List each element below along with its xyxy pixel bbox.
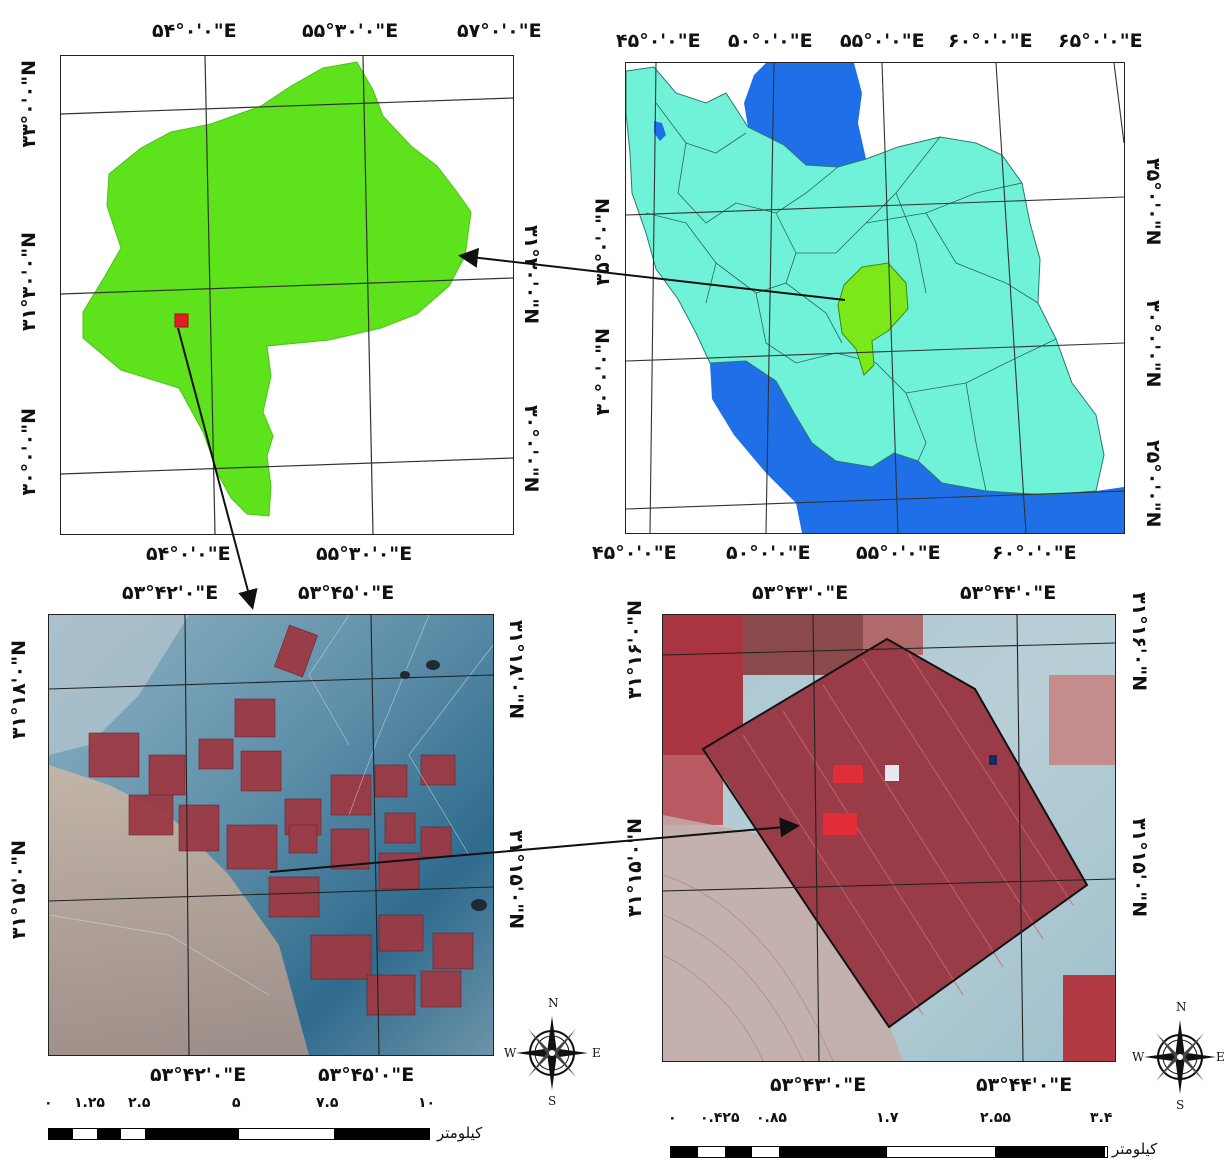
yazd-top-label-1: ۵۴°۰'۰"E	[152, 20, 237, 42]
wide-scale-3: ۵	[232, 1095, 241, 1111]
compass-rose-zoom: N S W E	[1128, 1000, 1225, 1114]
compass-s-zoom: S	[1176, 1098, 1185, 1112]
wide-scale-5: ۱۰	[418, 1095, 436, 1111]
compass-w-wide: W	[504, 1046, 517, 1060]
iran-map-panel	[625, 62, 1125, 534]
yazd-left-label-2: ۳۱°۳۰'۰"N	[18, 232, 40, 332]
sat-wide-left-label-1: ۳۱°۱۸'۰"N	[8, 640, 30, 740]
scale-bar-wide	[48, 1128, 430, 1140]
sat-zoom-bottom-label-2: ۵۳°۴۴'۰"E	[976, 1074, 1073, 1096]
sat-zoom-right-label-2: ۳۱°۱۵'۰"N	[1128, 818, 1150, 918]
zoom-scale-0: ۰	[668, 1110, 677, 1126]
sat-zoom-top-label-2: ۵۳°۴۴'۰"E	[960, 582, 1057, 604]
compass-w-zoom: W	[1132, 1050, 1145, 1064]
iran-bottom-label-3: ۵۵°۰'۰"E	[856, 542, 941, 564]
sat-wide-bottom-label-1: ۵۳°۴۲'۰"E	[150, 1064, 247, 1086]
yazd-right-label-2: ۳۰°۰'۰"N	[520, 405, 542, 493]
wide-scale-2: ۲.۵	[128, 1095, 151, 1111]
yazd-highlight	[837, 262, 909, 376]
sat-zoom-left-label-2: ۳۱°۱۵'۰"N	[624, 818, 646, 918]
persian-gulf	[710, 361, 1124, 533]
iran-right-label-3: ۲۵°۰'۰"N	[1142, 440, 1164, 528]
sat-wide-left-label-2: ۳۱°۱۵'۰"N	[8, 840, 30, 940]
wide-scale-0: ۰	[44, 1095, 53, 1111]
sat-wide-right-label-2: ۳۱°۱۵'۰"N	[505, 830, 527, 930]
sat-wide-top-label-2: ۵۳°۴۵'۰"E	[298, 582, 395, 604]
compass-e-zoom: E	[1216, 1050, 1225, 1064]
lake-urmia	[654, 121, 666, 141]
iran-bottom-label-4: ۶۰°۰'۰"E	[992, 542, 1077, 564]
iran-top-label-1: ۴۵°۰'۰"E	[616, 30, 701, 52]
wide-scale-unit: کیلومتر	[437, 1124, 483, 1142]
yazd-top-label-3: ۵۷°۰'۰"E	[457, 20, 542, 42]
compass-rose-wide: N S W E	[500, 996, 604, 1110]
zoom-scale-1: ۰.۴۲۵	[700, 1110, 740, 1126]
sat-wide-right-label-1: ۳۱°۱۸'۰"N	[505, 620, 527, 720]
iran-bottom-label-2: ۵۰°۰'۰"E	[726, 542, 811, 564]
yazd-left-label-3: ۳۰°۰'۰"N	[18, 408, 40, 496]
scale-bar-zoom	[670, 1146, 1108, 1158]
iran-top-label-2: ۵۰°۰'۰"E	[728, 30, 813, 52]
compass-s-wide: S	[548, 1094, 557, 1108]
iran-right-label-2: ۳۰°۰'۰"N	[1142, 300, 1164, 388]
farm-fields	[705, 639, 1087, 1027]
yazd-top-label-2: ۵۵°۳۰'۰"E	[302, 20, 399, 42]
iran-bottom-label-1: ۴۵°۰'۰"E	[592, 542, 677, 564]
wide-scale-4: ۷.۵	[316, 1095, 339, 1111]
iran-left-label-1: ۳۵°۰'۰"N	[592, 198, 614, 286]
wide-scale-1: ۱.۲۵	[74, 1095, 105, 1111]
iran-top-label-5: ۶۵°۰'۰"E	[1058, 30, 1143, 52]
iran-top-label-3: ۵۵°۰'۰"E	[840, 30, 925, 52]
satellite-wide-panel	[48, 614, 494, 1056]
zoom-scale-2: ۰.۸۵	[756, 1110, 787, 1126]
sat-zoom-bottom-label-1: ۵۳°۴۳'۰"E	[770, 1074, 867, 1096]
zoom-scale-4: ۲.۵۵	[980, 1110, 1011, 1126]
yazd-right-label-1: ۳۱°۳۰'۰"N	[520, 225, 542, 325]
zoom-scale-unit: کیلومتر	[1112, 1140, 1158, 1158]
sat-zoom-left-label-1: ۳۱°۱۶'۰"N	[624, 600, 646, 700]
compass-e-wide: E	[592, 1046, 601, 1060]
iran-left-label-2: ۳۰°۰'۰"N	[592, 328, 614, 416]
sat-zoom-right-label-1: ۳۱°۱۶'۰"N	[1128, 592, 1150, 692]
iran-top-label-4: ۶۰°۰'۰"E	[948, 30, 1033, 52]
yazd-map-panel	[60, 55, 514, 535]
sat-zoom-top-label-1: ۵۳°۴۳'۰"E	[752, 582, 849, 604]
yazd-province-shape	[82, 61, 472, 517]
iran-right-label-1: ۳۵°۰'۰"N	[1142, 158, 1164, 246]
sat-wide-bottom-label-2: ۵۳°۴۵'۰"E	[318, 1064, 415, 1086]
zoom-scale-3: ۱.۷	[876, 1110, 899, 1126]
compass-n-wide: N	[548, 996, 559, 1010]
yazd-bottom-label-2: ۵۵°۳۰'۰"E	[316, 543, 413, 565]
zoom-scale-5: ۳.۴	[1090, 1110, 1113, 1126]
compass-n-zoom: N	[1176, 1000, 1187, 1014]
yazd-left-label-1: ۳۳°۰'۰"N	[18, 60, 40, 148]
study-area-marker	[174, 313, 189, 328]
caspian-sea	[744, 63, 866, 167]
sat-wide-top-label-1: ۵۳°۴۲'۰"E	[122, 582, 219, 604]
yazd-bottom-label-1: ۵۴°۰'۰"E	[146, 543, 231, 565]
satellite-zoom-panel	[662, 614, 1116, 1062]
